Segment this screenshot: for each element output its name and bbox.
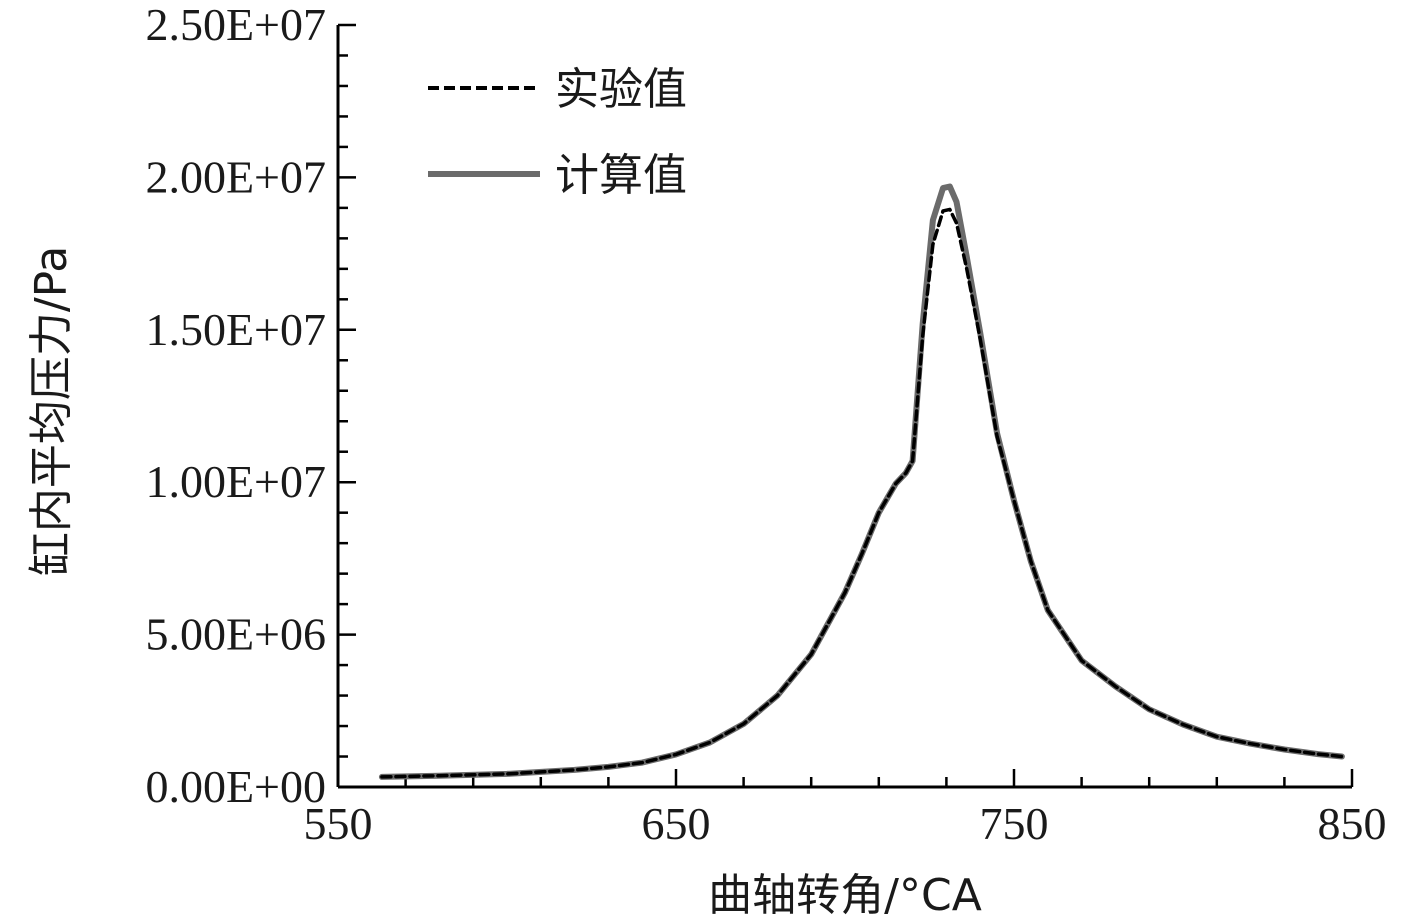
y-axis-title: 缸内平均压力/Pa xyxy=(26,246,77,576)
series-line-experimental xyxy=(380,207,1344,779)
y-tick-label: 1.00E+07 xyxy=(145,456,326,507)
x-tick-label: 650 xyxy=(642,798,711,849)
plot-series xyxy=(378,183,1345,780)
axes: 0.00E+00 5.00E+06 1.00E+07 1.50E+07 2.00E+07… xyxy=(145,0,1386,849)
series-line-calculated xyxy=(378,183,1345,780)
y-tick-label: 2.50E+07 xyxy=(145,0,326,50)
y-tick-label: 0.00E+00 xyxy=(145,761,326,812)
legend-label: 实验值 xyxy=(555,64,687,115)
y-tick-label: 2.00E+07 xyxy=(145,151,326,202)
y-tick-label: 5.00E+06 xyxy=(145,609,326,660)
x-tick-label: 850 xyxy=(1318,798,1387,849)
legend-label: 计算值 xyxy=(555,150,687,201)
y-tick-label: 1.50E+07 xyxy=(145,304,326,355)
x-tick-label: 750 xyxy=(980,798,1049,849)
x-axis-title: 曲轴转角/°CA xyxy=(708,870,982,921)
x-tick-label: 550 xyxy=(304,798,373,849)
